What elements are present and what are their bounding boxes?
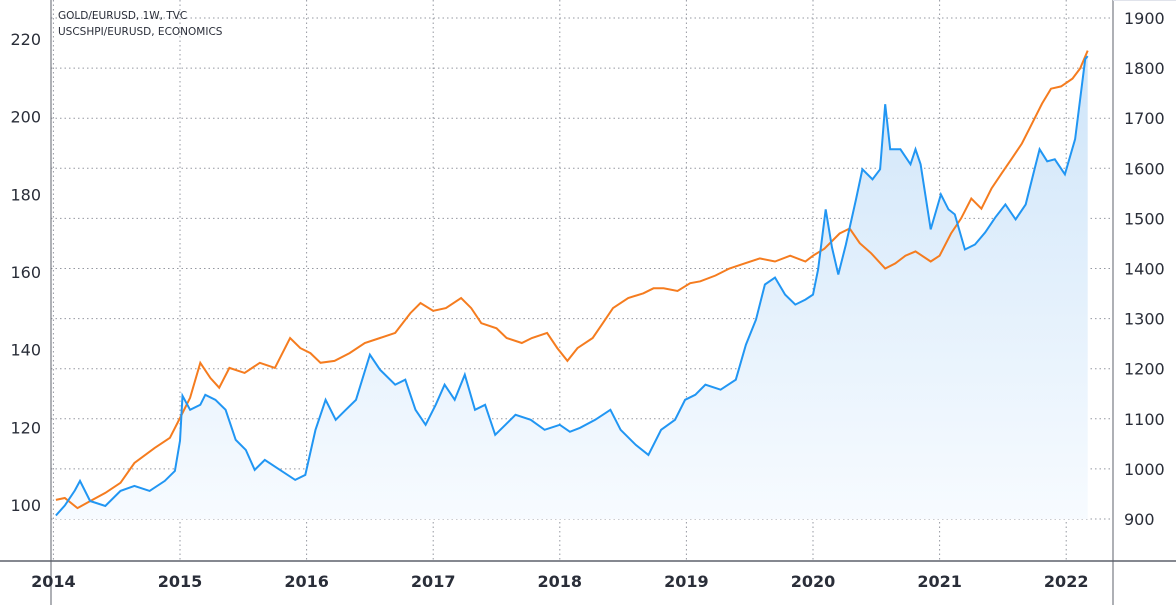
svg-text:180: 180 <box>10 185 41 204</box>
time-axis[interactable]: 2014 2015 2016 2017 2018 2019 2020 2021 2022 <box>0 562 1088 605</box>
svg-text:1700: 1700 <box>1124 109 1165 128</box>
svg-text:2018: 2018 <box>538 572 583 591</box>
svg-text:2019: 2019 <box>664 572 709 591</box>
gold-series-line[interactable] <box>55 55 1089 517</box>
svg-text:1800: 1800 <box>1124 59 1165 78</box>
svg-text:200: 200 <box>10 108 41 127</box>
legend-series-gold[interactable]: GOLD/EURUSD, 1W, TVC <box>58 10 188 22</box>
svg-text:100: 100 <box>10 496 41 515</box>
gold-area-fill <box>55 56 1088 519</box>
svg-text:2016: 2016 <box>284 572 329 591</box>
series-legend: GOLD/EURUSD, 1W, TVC USCSHPI/EURUSD, ECO… <box>58 8 222 40</box>
svg-text:2015: 2015 <box>158 572 203 591</box>
legend-series-hpi[interactable]: USCSHPI/EURUSD, ECONOMICS <box>58 26 223 38</box>
svg-text:900: 900 <box>1124 510 1155 529</box>
svg-text:1400: 1400 <box>1124 260 1165 279</box>
svg-text:1300: 1300 <box>1124 310 1165 329</box>
svg-text:2022: 2022 <box>1044 572 1089 591</box>
svg-text:2021: 2021 <box>917 572 962 591</box>
svg-text:160: 160 <box>10 263 41 282</box>
svg-text:1000: 1000 <box>1124 460 1165 479</box>
hpi-series-line[interactable] <box>55 50 1089 510</box>
svg-text:1600: 1600 <box>1124 159 1165 178</box>
right-price-axis[interactable]: 900 1000 1100 1200 1300 1400 1500 1600 1700 1800 1… <box>1124 9 1165 529</box>
svg-text:2017: 2017 <box>411 572 456 591</box>
svg-text:120: 120 <box>10 418 41 437</box>
svg-text:1900: 1900 <box>1124 9 1165 28</box>
svg-text:220: 220 <box>10 30 41 49</box>
svg-text:2020: 2020 <box>791 572 836 591</box>
svg-text:1500: 1500 <box>1124 209 1165 228</box>
svg-text:140: 140 <box>10 341 41 360</box>
svg-text:2014: 2014 <box>31 572 76 591</box>
left-price-axis[interactable]: 100 120 140 160 180 200 220 <box>10 30 41 515</box>
svg-text:1200: 1200 <box>1124 360 1165 379</box>
svg-text:1100: 1100 <box>1124 410 1165 429</box>
